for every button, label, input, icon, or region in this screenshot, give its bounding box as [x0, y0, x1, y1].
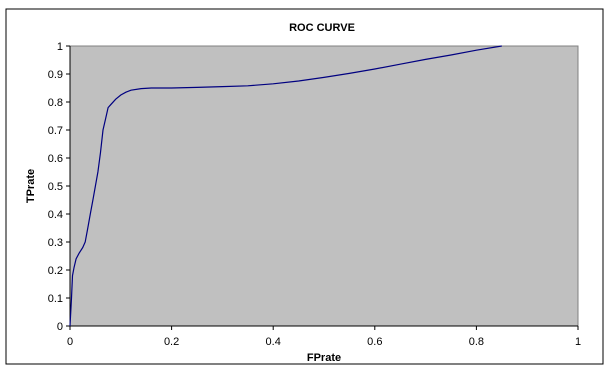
x-axis-label: FPrate	[307, 352, 341, 364]
y-tick-label: 0.6	[48, 153, 63, 165]
roc-series-line	[69, 45, 502, 327]
x-tick-label: 0.6	[367, 336, 382, 348]
y-tick-label: 0.7	[48, 125, 63, 137]
x-tick-label: 1	[575, 336, 581, 348]
y-tick-label: 1	[57, 41, 63, 53]
x-tick-label: 0	[67, 336, 73, 348]
y-axis-ticks: 0 0.1 0.2 0.3 0.4 0.5 0.6 0.7 0.8 0.9 1	[48, 41, 70, 333]
y-tick-label: 0.9	[48, 69, 63, 81]
x-tick-label: 0.4	[266, 336, 281, 348]
x-tick-label: 0.2	[164, 336, 179, 348]
x-axis-ticks: 0 0.2 0.4 0.6 0.8 1	[67, 326, 581, 348]
y-tick-label: 0.8	[48, 97, 63, 109]
chart-title: ROC CURVE	[289, 22, 355, 34]
series-group	[69, 45, 502, 327]
y-tick-label: 0.4	[48, 209, 63, 221]
y-tick-label: 0.5	[48, 181, 63, 193]
x-tick-label: 0.8	[469, 336, 484, 348]
y-axis-label: TPrate	[25, 169, 37, 203]
y-tick-label: 0.1	[48, 293, 63, 305]
y-tick-label: 0.3	[48, 237, 63, 249]
y-tick-label: 0	[57, 321, 63, 333]
y-tick-label: 0.2	[48, 265, 63, 277]
plot-area	[69, 45, 579, 327]
